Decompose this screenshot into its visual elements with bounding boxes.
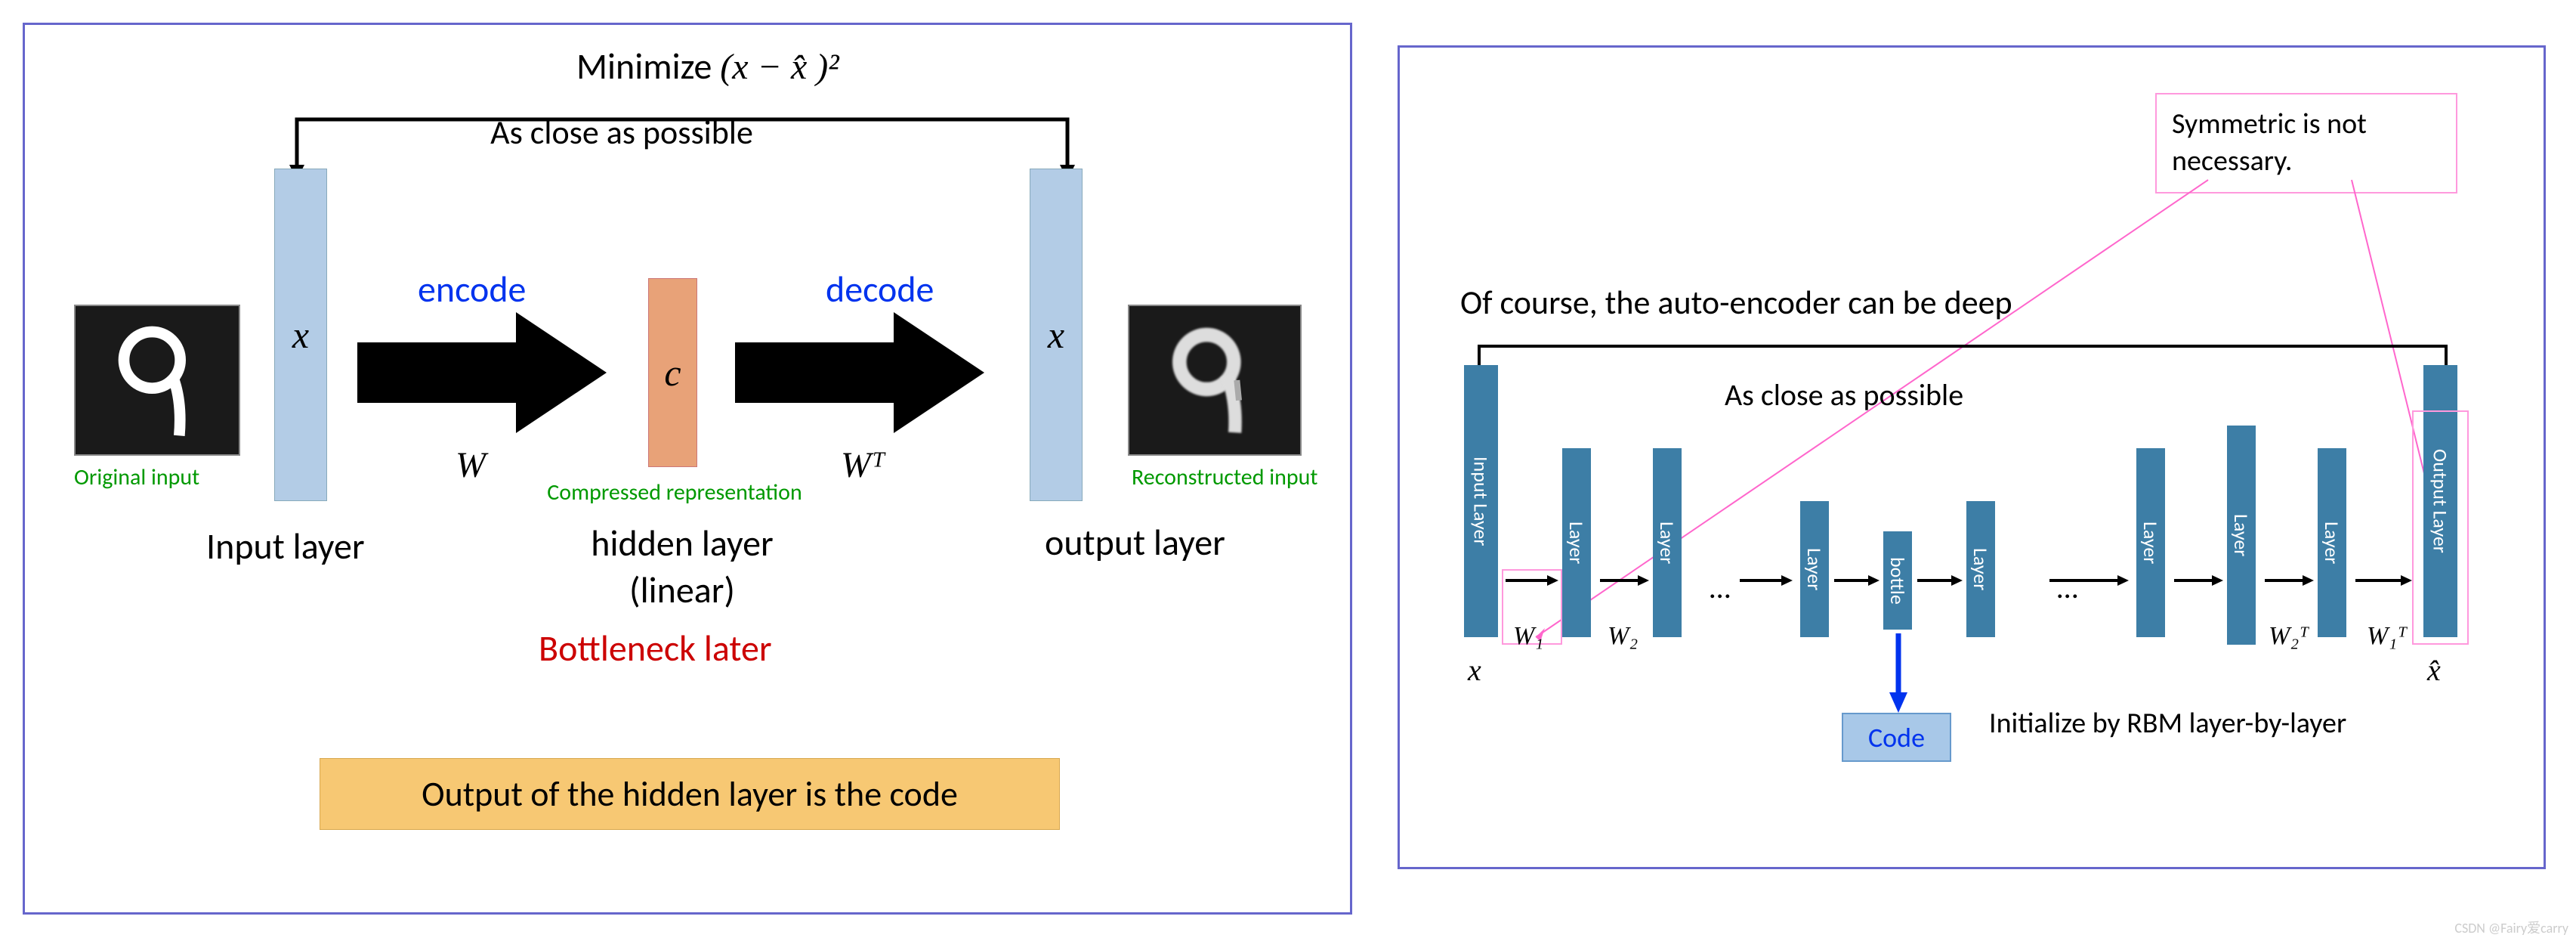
w1-label: W₁: [1513, 622, 1543, 651]
reconstructed-input-label: Reconstructed input: [1132, 463, 1317, 491]
w1t-label: W₁ᵀ: [2367, 622, 2407, 651]
minimize-prefix: Minimize: [576, 44, 720, 88]
watermark-text: CSDN @Fairy爱carry: [2454, 918, 2568, 937]
decode-arrow-icon: [735, 312, 992, 433]
output-layer-label: output layer: [1045, 520, 1225, 565]
deep-ae-text: Of course, the auto-encoder can be deep: [1460, 282, 2012, 323]
bottleneck-label: Bottleneck later: [539, 626, 772, 670]
x-input-var: x: [292, 313, 309, 357]
close-as-possible-text: As close as possible: [388, 112, 856, 153]
x-output-var: x: [1048, 313, 1064, 357]
compressed-rep-label: Compressed representation: [531, 478, 818, 506]
hidden-layer-bar: c: [648, 278, 697, 467]
x-label-right: x: [1468, 652, 1481, 688]
layer-bar-2: Layer: [1653, 448, 1682, 637]
close-possible-right: As close as possible: [1725, 376, 1963, 413]
encode-label: encode: [418, 267, 526, 311]
deep-autoencoder-panel: Symmetric is not necessary. Of course, t…: [1398, 45, 2546, 869]
code-output-callout: Output of the hidden layer is the code: [320, 758, 1060, 830]
layer-bar-6: Layer: [2227, 426, 2256, 645]
input-layer-bar: x: [274, 169, 327, 501]
output-layer-bar: x: [1030, 169, 1083, 501]
decode-label: decode: [826, 267, 934, 311]
code-down-arrow-icon: [1883, 633, 1913, 717]
symmetric-note-box: Symmetric is not necessary.: [2155, 93, 2457, 193]
w2t-label: W₂ᵀ: [2269, 622, 2309, 651]
code-text: Code: [1868, 721, 1925, 754]
c-var: c: [664, 351, 681, 395]
layer-bar-1: Layer: [1562, 448, 1591, 637]
input-layer-bar-r: Input Layer: [1464, 365, 1498, 637]
encode-arrow-icon: [357, 312, 614, 433]
wt-decode-label: Wᵀ: [841, 444, 885, 486]
layer-bar-7: Layer: [2318, 448, 2346, 637]
minimize-formula: (x − x̂ )²: [720, 47, 839, 87]
hidden-layer-label: hidden layer (linear): [569, 520, 795, 614]
code-output-text: Output of the hidden layer is the code: [422, 773, 958, 816]
rbm-init-text: Initialize by RBM layer-by-layer: [1989, 705, 2346, 742]
reconstructed-digit-image: [1128, 305, 1302, 456]
symmetric-note-text: Symmetric is not necessary.: [2172, 107, 2367, 178]
autoencoder-basic-panel: Minimize (x − x̂ )² As close as possible…: [23, 23, 1352, 915]
original-digit-image: [74, 305, 240, 456]
small-arrows-row: [1498, 569, 2427, 599]
code-box: Code: [1842, 713, 1951, 762]
hidden-layer-label-2: (linear): [569, 567, 795, 614]
xhat-label-right: x̂: [2427, 652, 2441, 688]
right-bracket: [1468, 335, 2457, 380]
w-encode-label: W: [456, 444, 486, 486]
input-layer-label: Input layer: [206, 524, 365, 568]
w1t-pink-highlight: [2412, 410, 2469, 645]
dots-right: …: [2057, 569, 2078, 606]
dots-left: …: [1710, 569, 1731, 606]
layer-bar-5: Layer: [2136, 448, 2165, 637]
original-input-label: Original input: [74, 463, 199, 491]
minimize-text: Minimize (x − x̂ )²: [576, 44, 839, 88]
w2-label: W₂: [1608, 622, 1638, 651]
hidden-layer-label-1: hidden layer: [569, 520, 795, 567]
